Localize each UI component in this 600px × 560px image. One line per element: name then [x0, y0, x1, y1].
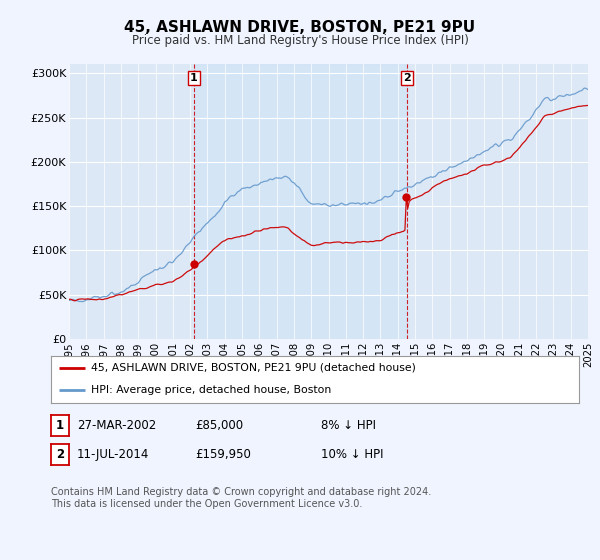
Text: £159,950: £159,950 — [195, 448, 251, 461]
Text: 10% ↓ HPI: 10% ↓ HPI — [321, 448, 383, 461]
Text: HPI: Average price, detached house, Boston: HPI: Average price, detached house, Bost… — [91, 385, 331, 395]
Text: 27-MAR-2002: 27-MAR-2002 — [77, 419, 156, 432]
Text: 8% ↓ HPI: 8% ↓ HPI — [321, 419, 376, 432]
Text: 2: 2 — [56, 448, 64, 461]
Text: 11-JUL-2014: 11-JUL-2014 — [77, 448, 149, 461]
Text: £85,000: £85,000 — [195, 419, 243, 432]
Text: Contains HM Land Registry data © Crown copyright and database right 2024.
This d: Contains HM Land Registry data © Crown c… — [51, 487, 431, 509]
Text: 45, ASHLAWN DRIVE, BOSTON, PE21 9PU: 45, ASHLAWN DRIVE, BOSTON, PE21 9PU — [124, 20, 476, 35]
Text: 2: 2 — [403, 73, 411, 83]
Text: 1: 1 — [190, 73, 198, 83]
Bar — [194, 64, 407, 339]
Text: 45, ASHLAWN DRIVE, BOSTON, PE21 9PU (detached house): 45, ASHLAWN DRIVE, BOSTON, PE21 9PU (det… — [91, 362, 415, 372]
Text: Price paid vs. HM Land Registry's House Price Index (HPI): Price paid vs. HM Land Registry's House … — [131, 34, 469, 46]
Text: 1: 1 — [56, 419, 64, 432]
